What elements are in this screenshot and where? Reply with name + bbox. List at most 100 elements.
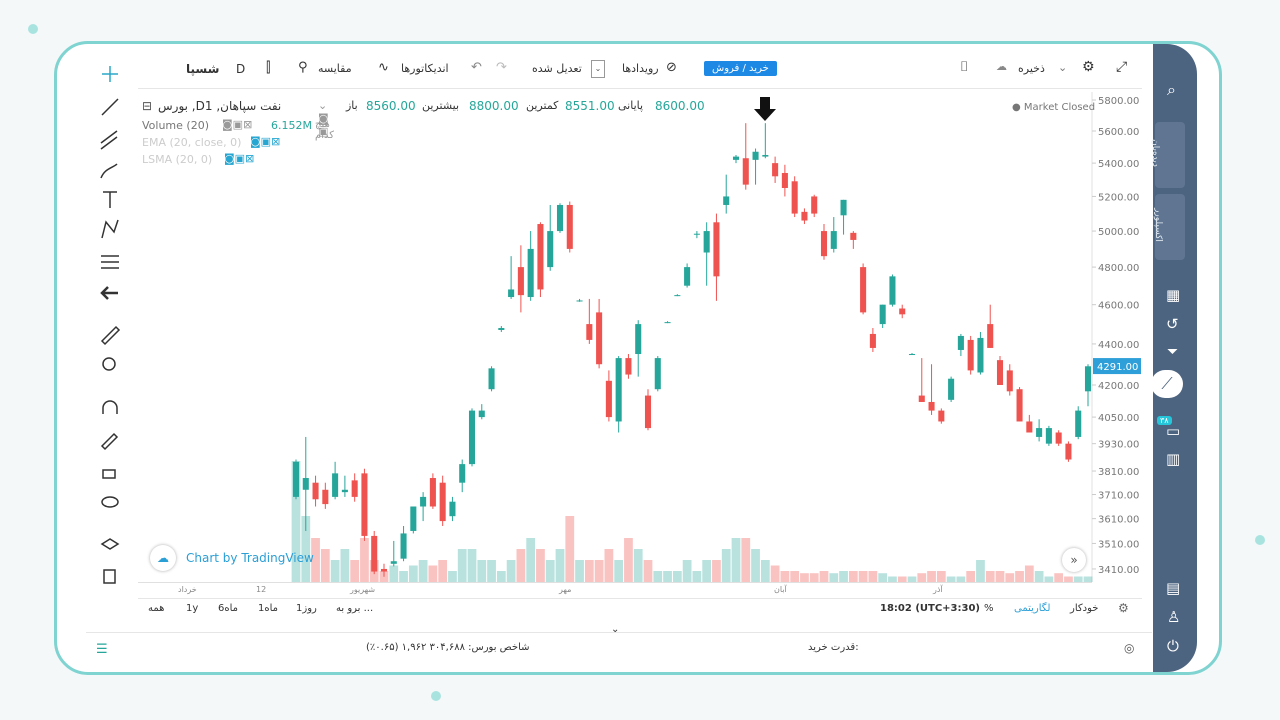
candle-body xyxy=(1016,389,1023,422)
calendar[interactable]: ▦ xyxy=(1166,286,1181,304)
candle-body xyxy=(889,276,896,305)
search[interactable]: ⌕ xyxy=(1167,80,1176,99)
pattern[interactable] xyxy=(101,219,119,239)
volume-bar xyxy=(1064,576,1073,582)
candle-body xyxy=(292,461,300,497)
save-dropdown[interactable]: ⌄ xyxy=(1058,61,1068,74)
y-tick-label: 4050.00 xyxy=(1098,413,1139,424)
explorer-tab[interactable]: اکسپلورر xyxy=(1153,194,1185,260)
back-arrow[interactable] xyxy=(100,286,118,300)
y-tick-label: 5000.00 xyxy=(1098,227,1139,238)
volume-bar xyxy=(672,571,682,582)
deco xyxy=(1255,535,1265,545)
events-icon[interactable]: ⊘ xyxy=(666,60,677,75)
scroll-right[interactable]: » xyxy=(1062,548,1086,572)
percent[interactable]: % xyxy=(984,603,994,614)
lock[interactable] xyxy=(102,469,116,479)
messages[interactable]: ▭ xyxy=(1166,422,1181,440)
volume-bar xyxy=(692,571,702,582)
fib[interactable] xyxy=(100,130,118,150)
auto-toggle[interactable]: خودکار xyxy=(1070,603,1099,614)
candle-body xyxy=(1006,370,1013,392)
power[interactable]: ⏻ xyxy=(1167,637,1179,655)
magnet[interactable] xyxy=(102,400,118,414)
history[interactable]: ↺ xyxy=(1166,315,1179,333)
range-button[interactable]: 1ماه xyxy=(258,603,279,614)
volume-icons[interactable]: ◙▣⊠ xyxy=(222,118,253,131)
last-price-label: 4291.00 xyxy=(1097,362,1138,373)
volume-bar xyxy=(1073,576,1083,582)
indicators[interactable]: اندیکاتورها xyxy=(401,62,449,75)
watermark[interactable]: Chart by TradingView xyxy=(186,551,314,565)
compare-icon[interactable]: ⚲ xyxy=(298,60,308,75)
volume-bar xyxy=(604,549,614,582)
interval[interactable]: D xyxy=(236,62,246,76)
watchlist-label: دیده‌بان xyxy=(1149,139,1160,167)
settings[interactable]: ⚙ xyxy=(1082,59,1095,75)
trend-line[interactable] xyxy=(101,98,119,116)
range-button[interactable]: 6ماه xyxy=(218,603,239,614)
candle-body xyxy=(625,358,632,375)
volume-bar xyxy=(301,516,311,582)
high-value: 8800.00 xyxy=(469,99,519,113)
y-tick-label: 5400.00 xyxy=(1098,159,1139,170)
trash[interactable] xyxy=(103,569,116,584)
collapse[interactable]: ⌄ xyxy=(611,624,620,635)
volume-bar xyxy=(457,549,467,582)
chart-tab[interactable]: ⟋ xyxy=(1151,370,1183,398)
forecast[interactable] xyxy=(101,255,119,269)
cloud-icon[interactable]: ☁ xyxy=(996,60,1007,73)
candle-body xyxy=(527,248,534,298)
eye[interactable] xyxy=(101,496,119,508)
events[interactable]: رویدادها xyxy=(622,62,659,75)
range-button[interactable]: 1y xyxy=(186,603,199,614)
ema-label: EMA (20, close, 0) xyxy=(142,136,242,149)
candle-body xyxy=(938,410,945,422)
compare[interactable]: مقایسه xyxy=(318,62,352,75)
volume-bar xyxy=(643,560,653,582)
brush[interactable] xyxy=(100,163,118,179)
adjusted-dropdown[interactable]: ⌄ xyxy=(591,60,605,78)
volume-bar xyxy=(927,571,936,582)
camera[interactable]: ⌷ xyxy=(960,59,969,75)
user[interactable]: ♙ xyxy=(1167,608,1181,626)
zoom[interactable] xyxy=(102,357,116,371)
volume-bar xyxy=(1044,576,1054,582)
legend-icons[interactable]: ⌄ ◙ ▣ xyxy=(318,99,329,138)
save[interactable]: ذخیره xyxy=(1018,62,1045,75)
volume-bar xyxy=(1024,565,1034,582)
layers[interactable] xyxy=(100,538,120,550)
badge: ۳۸ xyxy=(1157,416,1172,425)
trade-button[interactable]: خرید / فروش xyxy=(704,61,777,76)
market-stats[interactable]: ▥ xyxy=(1166,450,1181,468)
lsma-icons[interactable]: ◙▣⊠ xyxy=(224,152,255,165)
log-toggle[interactable]: لگاریتمی xyxy=(1014,603,1051,614)
adjusted[interactable]: تعدیل شده xyxy=(532,62,582,75)
ruler[interactable] xyxy=(100,325,121,346)
text-tool[interactable] xyxy=(103,191,117,208)
layout[interactable]: ▤ xyxy=(1166,579,1181,597)
axis-settings[interactable]: ⚙ xyxy=(1118,601,1129,615)
volume-bar xyxy=(848,571,858,582)
crosshair[interactable] xyxy=(102,66,118,82)
volume-bar xyxy=(311,538,320,582)
undo[interactable]: ↶ xyxy=(471,60,482,75)
redo[interactable]: ↷ xyxy=(496,60,507,75)
status-icon[interactable]: ☰ xyxy=(96,642,108,657)
candle-icon[interactable]: ⫿ xyxy=(266,60,271,76)
range-button[interactable]: 1روز xyxy=(296,603,317,614)
range-button[interactable]: همه xyxy=(148,603,165,614)
symbol[interactable]: شسپا xyxy=(186,62,220,76)
candle-body xyxy=(302,478,309,490)
lock-draw[interactable] xyxy=(100,432,119,451)
candle-body xyxy=(478,410,485,418)
goto[interactable]: برو به ... xyxy=(336,603,374,614)
ema-icons[interactable]: ◙▣⊠ xyxy=(250,135,281,148)
watchlist-tab[interactable]: دیده‌بان xyxy=(1150,122,1185,188)
filter[interactable]: ⏷ xyxy=(1167,344,1179,360)
account[interactable]: ◎ xyxy=(1124,641,1135,655)
legend-toggle[interactable]: ⊟ xyxy=(142,99,153,113)
volume-bar xyxy=(839,571,848,582)
indicators-icon[interactable]: ∿ xyxy=(378,60,389,75)
fullscreen[interactable]: ⤢ xyxy=(1116,59,1128,75)
